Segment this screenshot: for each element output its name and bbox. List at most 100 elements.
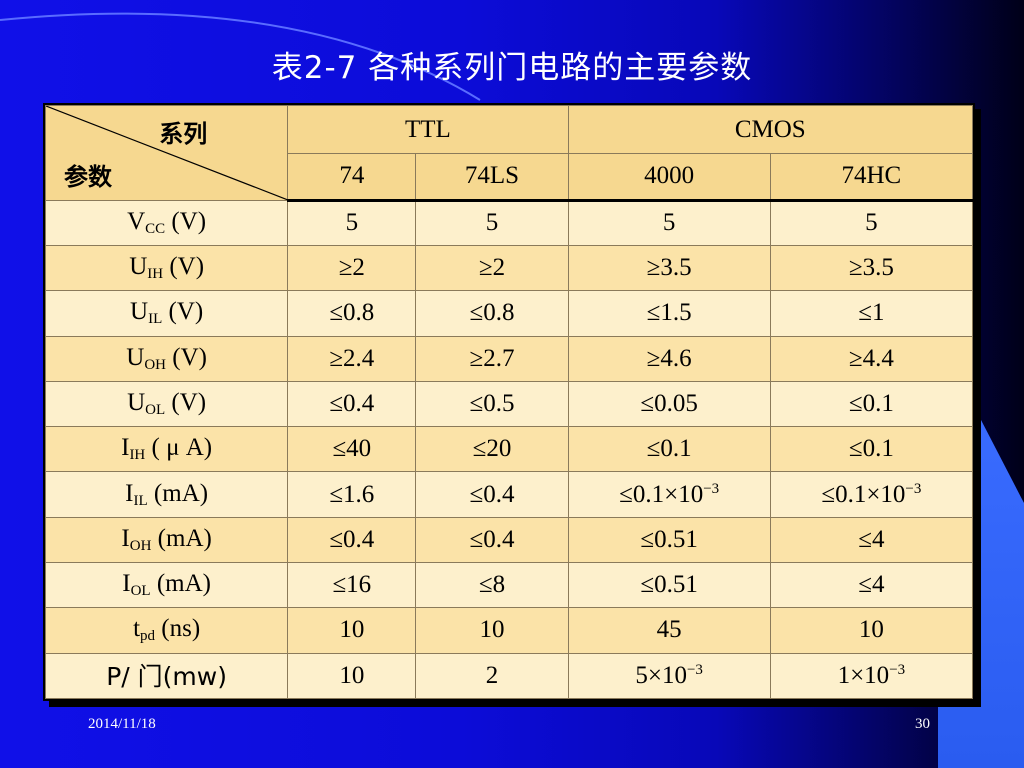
parameter-symbol: I: [121, 434, 130, 462]
value-cell: ≤0.1: [769, 426, 974, 473]
table-row: tpd (ns) 10 10 45 10: [44, 607, 974, 654]
value-cell: 5×10−3: [567, 652, 771, 700]
value-cell: ≤0.1×10−3: [769, 471, 974, 518]
parameter-unit: (V): [166, 343, 207, 371]
value-exponent: −3: [889, 661, 906, 678]
parameter-unit: (mA): [151, 524, 212, 552]
parameter-symbol: I: [121, 524, 130, 552]
header-row-columns: 74 74LS 4000 74HC: [46, 153, 974, 202]
value-text: ≤40: [332, 435, 372, 463]
value-cell: ≤0.51: [567, 561, 771, 609]
parameter-unit: (V): [165, 388, 207, 416]
value-text: 10: [858, 616, 884, 644]
slide-title: 表2-7 各种系列门电路的主要参数: [271, 50, 753, 86]
value-text: ≥2.4: [329, 344, 375, 372]
value-cell: 1×10−3: [769, 652, 974, 700]
parameter-subscript: pd: [140, 628, 156, 645]
value-cell: 5: [769, 199, 974, 246]
footer-date: 2014/11/18: [88, 716, 156, 732]
value-cell: ≤0.4: [287, 516, 417, 564]
value-text: ≤0.51: [640, 571, 698, 599]
value-exponent: −3: [905, 480, 922, 497]
parameter-subscript: OL: [130, 583, 151, 600]
value-cell: 10: [415, 607, 569, 654]
value-cell: ≤0.51: [567, 516, 771, 564]
parameter-name-cell: IOL (mA): [44, 561, 289, 609]
value-text: ≥4.6: [646, 344, 692, 372]
value-text: ≥3.5: [848, 254, 894, 282]
value-text: 45: [656, 616, 682, 644]
value-cell: 10: [287, 607, 417, 654]
parameter-name-cell: VCC (V): [44, 199, 289, 246]
value-cell: 5: [567, 199, 771, 246]
value-cell: ≤0.1: [567, 426, 771, 473]
value-text: ≤0.4: [329, 525, 375, 553]
value-cell: ≥2: [287, 244, 417, 292]
value-cell: ≥3.5: [769, 244, 974, 292]
table-row: IOL (mA) ≤16 ≤8 ≤0.51 ≤4: [44, 561, 974, 609]
value-text: ≥2.7: [469, 344, 515, 372]
column-header: 74HC: [769, 153, 974, 202]
parameter-symbol: U: [126, 343, 145, 371]
value-text: ≤4: [858, 571, 885, 599]
parameter-symbol: I: [122, 570, 131, 598]
value-cell: ≤4: [769, 561, 974, 609]
table-row: UIL (V) ≤0.8 ≤0.8 ≤1.5 ≤1: [44, 290, 974, 337]
value-cell: ≥3.5: [567, 244, 771, 292]
value-text: 10: [339, 661, 365, 689]
group-header-ttl: TTL: [287, 104, 569, 155]
value-cell: ≤0.1: [769, 380, 974, 428]
value-text: ≤4: [858, 525, 885, 553]
value-text: ≤0.1: [646, 435, 692, 463]
value-cell: ≤20: [415, 426, 569, 473]
value-cell: 10: [287, 652, 417, 700]
value-cell: 2: [415, 652, 569, 700]
value-cell: ≤0.4: [287, 380, 417, 428]
parameter-unit: ( μ A): [145, 434, 213, 462]
value-cell: ≤0.8: [287, 290, 417, 337]
corner-header-cell: 系列 参数: [44, 105, 289, 201]
column-header: 74LS: [415, 153, 569, 202]
value-text: ≥4.4: [848, 344, 894, 372]
value-text: ≤0.5: [469, 389, 515, 417]
value-text: 1×10: [837, 661, 890, 689]
value-cell: ≤0.5: [415, 380, 569, 428]
parameter-symbol: U: [130, 298, 149, 326]
page-number: 30: [915, 716, 930, 732]
parameter-symbol: P/ 门(mw): [106, 662, 227, 692]
value-cell: ≤0.1×10−3: [567, 471, 771, 518]
table-row: IOH (mA) ≤0.4 ≤0.4 ≤0.51 ≤4: [44, 516, 974, 564]
value-text: ≤8: [478, 571, 506, 599]
value-cell: ≤16: [287, 561, 417, 609]
parameter-symbol: V: [127, 207, 146, 235]
parameter-subscript: CC: [145, 220, 166, 237]
parameter-table-container: 系列 参数 TTL CMOS 74 74LS 4000 74HC VCC (V)…: [43, 103, 975, 701]
value-text: ≤16: [332, 571, 372, 599]
value-text: ≤1: [858, 299, 885, 327]
value-text: ≤0.1: [848, 389, 894, 417]
value-cell: 5: [287, 199, 417, 246]
value-text: ≤1.6: [329, 480, 375, 508]
value-text: 5: [662, 209, 676, 237]
parameter-unit: (V): [163, 253, 205, 281]
value-cell: ≥2: [415, 244, 569, 292]
value-text: ≤0.1×10: [619, 480, 704, 508]
parameter-symbol: U: [129, 253, 148, 281]
value-text: ≥2: [478, 254, 506, 282]
value-cell: ≥4.6: [567, 335, 771, 382]
parameter-unit: (mA): [147, 479, 209, 507]
parameter-name-cell: P/ 门(mw): [44, 652, 289, 700]
value-cell: ≤1.6: [287, 471, 417, 518]
parameter-name-cell: tpd (ns): [44, 607, 289, 654]
value-cell: 10: [769, 607, 974, 654]
column-header: 74: [287, 153, 417, 202]
value-exponent: −3: [686, 661, 703, 678]
value-text: ≤0.4: [469, 480, 515, 508]
parameter-name-cell: IIH ( μ A): [44, 426, 289, 473]
value-cell: ≤0.4: [415, 471, 569, 518]
value-cell: ≥4.4: [769, 335, 974, 382]
value-cell: ≥2.4: [287, 335, 417, 382]
value-cell: ≤0.8: [415, 290, 569, 337]
value-exponent: −3: [703, 480, 720, 497]
parameter-subscript: IH: [129, 447, 146, 464]
